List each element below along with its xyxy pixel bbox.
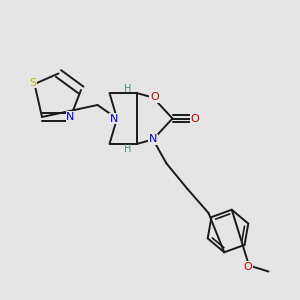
Text: O: O: [190, 113, 200, 124]
Text: N: N: [110, 113, 118, 124]
Text: H: H: [124, 83, 131, 94]
Text: N: N: [149, 134, 157, 145]
Text: O: O: [243, 262, 252, 272]
Text: O: O: [150, 92, 159, 103]
Text: H: H: [124, 143, 131, 154]
Text: S: S: [29, 77, 37, 88]
Text: N: N: [66, 112, 75, 122]
